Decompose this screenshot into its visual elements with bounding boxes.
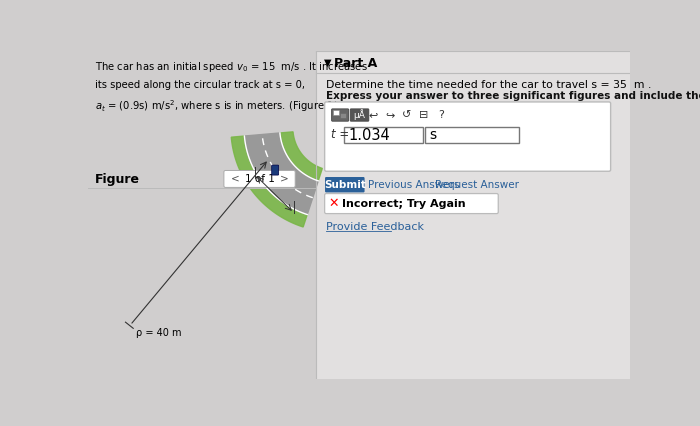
Polygon shape — [244, 133, 318, 215]
Text: ⊟: ⊟ — [419, 110, 428, 120]
Text: ▼: ▼ — [324, 57, 331, 67]
FancyBboxPatch shape — [325, 102, 610, 171]
Text: 1 of 1: 1 of 1 — [244, 174, 274, 184]
FancyBboxPatch shape — [350, 109, 369, 121]
Text: Figure: Figure — [95, 173, 140, 186]
FancyBboxPatch shape — [224, 170, 295, 187]
Text: μÅ: μÅ — [354, 109, 365, 121]
Text: 1.034: 1.034 — [349, 127, 391, 143]
Text: Express your answer to three significant figures and include the appropriate uni: Express your answer to three significant… — [326, 91, 700, 101]
Text: The car has an initial speed $v_0$ = 15  m/s . It increases
its speed along the : The car has an initial speed $v_0$ = 15 … — [95, 60, 368, 114]
Text: Incorrect; Try Again: Incorrect; Try Again — [342, 199, 466, 209]
Text: ↩: ↩ — [368, 110, 377, 120]
Text: >: > — [280, 174, 288, 184]
Text: Previous Answers: Previous Answers — [368, 180, 459, 190]
FancyBboxPatch shape — [325, 177, 365, 193]
FancyBboxPatch shape — [344, 127, 423, 143]
Text: Determine the time needed for the car to travel s = 35  m .: Determine the time needed for the car to… — [326, 81, 652, 90]
Text: Request Answer: Request Answer — [435, 180, 519, 190]
FancyBboxPatch shape — [316, 51, 630, 379]
FancyBboxPatch shape — [333, 110, 339, 115]
Text: ↺: ↺ — [402, 110, 412, 120]
Text: ρ = 40 m: ρ = 40 m — [136, 328, 182, 338]
Text: Part A: Part A — [334, 57, 377, 70]
Text: Submit: Submit — [324, 180, 365, 190]
Polygon shape — [231, 136, 307, 227]
Text: t =: t = — [331, 128, 349, 141]
FancyBboxPatch shape — [340, 113, 346, 118]
Text: ✕: ✕ — [328, 197, 338, 210]
Text: <: < — [230, 174, 239, 184]
FancyBboxPatch shape — [272, 165, 279, 175]
Text: Provide Feedback: Provide Feedback — [326, 222, 424, 232]
Text: ?: ? — [438, 110, 444, 120]
FancyBboxPatch shape — [332, 109, 349, 121]
Polygon shape — [280, 132, 322, 181]
FancyBboxPatch shape — [88, 51, 316, 379]
Text: s: s — [429, 128, 436, 142]
FancyBboxPatch shape — [325, 193, 498, 213]
Text: ↪: ↪ — [385, 110, 394, 120]
FancyBboxPatch shape — [425, 127, 519, 143]
